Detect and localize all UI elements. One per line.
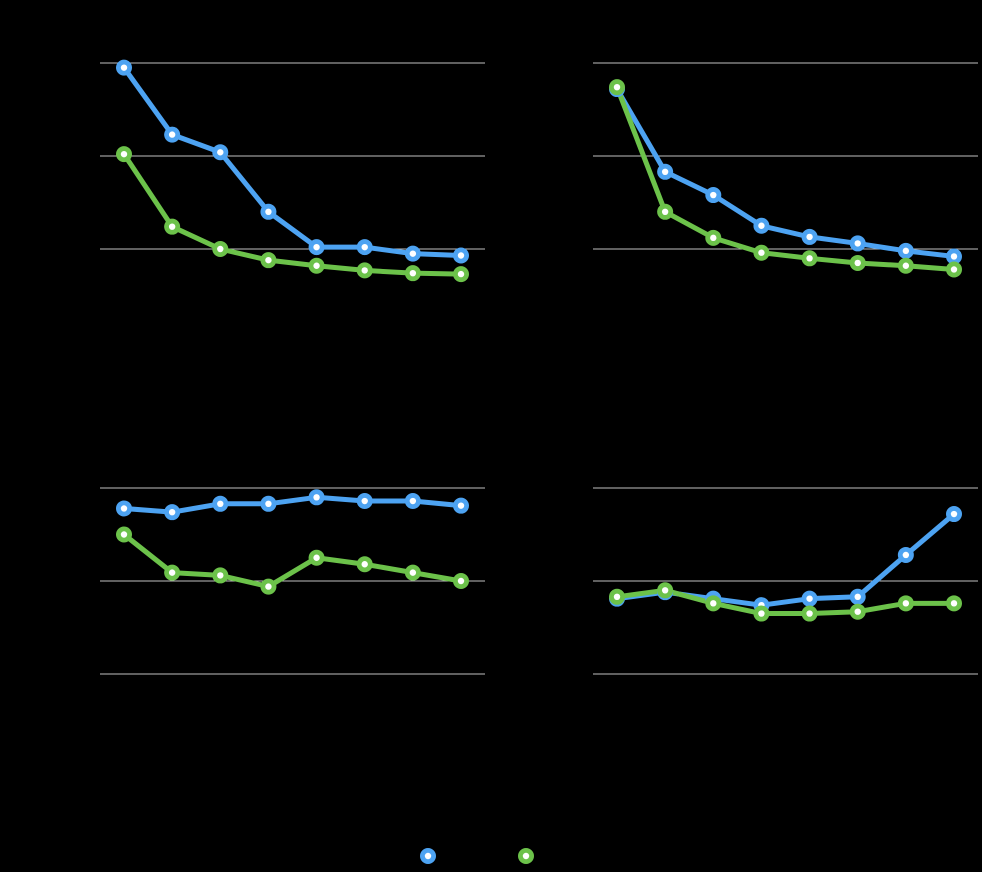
- series-line-4-2: [614, 587, 957, 617]
- legend-marker-center-1: [424, 852, 432, 860]
- data-point-center-1-1-5: [313, 243, 320, 251]
- data-point-center-4-1-5: [806, 595, 813, 602]
- chart-panel-4: [593, 487, 978, 675]
- series-line-2-1: [614, 86, 957, 259]
- data-point-center-4-2-4: [758, 610, 765, 617]
- data-point-center-3-1-7: [409, 497, 417, 505]
- data-point-center-3-1-2: [168, 508, 176, 516]
- chart-panel-1: [100, 59, 485, 283]
- data-point-center-1-1-2: [168, 131, 176, 138]
- series-line-1-1: [121, 65, 464, 259]
- data-point-center-2-1-3: [710, 191, 717, 199]
- series-line-2-2: [614, 84, 957, 272]
- data-point-center-4-2-8: [950, 600, 958, 607]
- data-point-center-1-1-3: [217, 149, 224, 156]
- data-point-center-4-2-7: [902, 600, 910, 607]
- data-point-center-2-2-4: [758, 249, 765, 256]
- data-point-center-1-1-1: [120, 64, 128, 71]
- data-point-center-3-2-8: [457, 577, 465, 585]
- series-line-3-1: [121, 494, 464, 515]
- data-point-center-2-2-7: [902, 262, 910, 269]
- data-point-center-3-1-6: [361, 497, 368, 505]
- data-point-center-4-2-2: [661, 587, 669, 594]
- chart-panel-2: [593, 62, 978, 278]
- data-point-center-4-1-8: [950, 510, 958, 518]
- data-point-center-4-1-7: [902, 551, 910, 559]
- data-point-center-1-2-6: [361, 267, 368, 274]
- data-point-center-3-2-7: [409, 569, 417, 576]
- data-point-center-3-2-3: [217, 572, 224, 579]
- data-point-center-2-2-3: [710, 234, 717, 242]
- data-point-center-1-2-7: [409, 269, 417, 277]
- data-point-center-1-2-1: [120, 150, 128, 158]
- data-point-center-1-2-8: [457, 270, 465, 278]
- legend-marker-center-2: [522, 852, 530, 860]
- data-point-center-4-2-1: [613, 593, 621, 601]
- data-point-center-2-1-2: [661, 168, 669, 176]
- data-point-center-2-1-8: [950, 253, 958, 260]
- data-point-center-3-2-6: [361, 561, 368, 568]
- data-point-center-1-1-7: [409, 250, 417, 257]
- data-point-center-3-1-8: [457, 502, 465, 509]
- data-point-center-1-1-8: [457, 252, 465, 259]
- data-point-center-2-2-8: [950, 266, 958, 273]
- data-point-center-3-1-1: [120, 505, 128, 512]
- data-point-center-2-2-5: [806, 255, 813, 262]
- data-point-center-3-2-2: [168, 569, 176, 576]
- data-point-center-4-2-3: [710, 600, 717, 607]
- data-point-center-3-2-1: [120, 531, 128, 538]
- data-point-center-4-2-5: [806, 610, 813, 617]
- data-point-center-1-1-4: [265, 208, 272, 215]
- data-point-center-1-2-2: [168, 223, 176, 230]
- data-point-center-2-2-2: [661, 208, 669, 215]
- data-point-center-2-2-1: [613, 83, 621, 91]
- data-point-center-3-2-4: [265, 583, 272, 590]
- data-point-center-3-2-5: [313, 554, 320, 561]
- legend-item-1: [420, 848, 436, 864]
- series-line-3-2: [121, 532, 464, 590]
- data-point-center-3-1-4: [265, 500, 272, 508]
- data-point-center-1-2-3: [217, 245, 224, 253]
- data-point-center-1-2-5: [313, 262, 320, 269]
- data-point-center-2-1-7: [902, 247, 910, 255]
- series-line-1-2: [121, 151, 464, 277]
- data-point-center-1-2-4: [265, 256, 272, 264]
- data-point-center-2-1-6: [854, 240, 861, 247]
- data-point-center-2-1-4: [758, 222, 765, 229]
- data-point-center-3-1-3: [217, 500, 224, 508]
- chart-panel-3: [100, 487, 485, 675]
- legend-item-2: [518, 848, 534, 864]
- data-point-center-4-2-6: [854, 608, 861, 615]
- data-point-center-3-1-5: [313, 494, 320, 501]
- data-point-center-2-1-5: [806, 233, 813, 241]
- data-point-center-4-1-6: [854, 593, 861, 601]
- data-point-center-1-1-6: [361, 243, 368, 251]
- data-point-center-2-2-6: [854, 259, 861, 267]
